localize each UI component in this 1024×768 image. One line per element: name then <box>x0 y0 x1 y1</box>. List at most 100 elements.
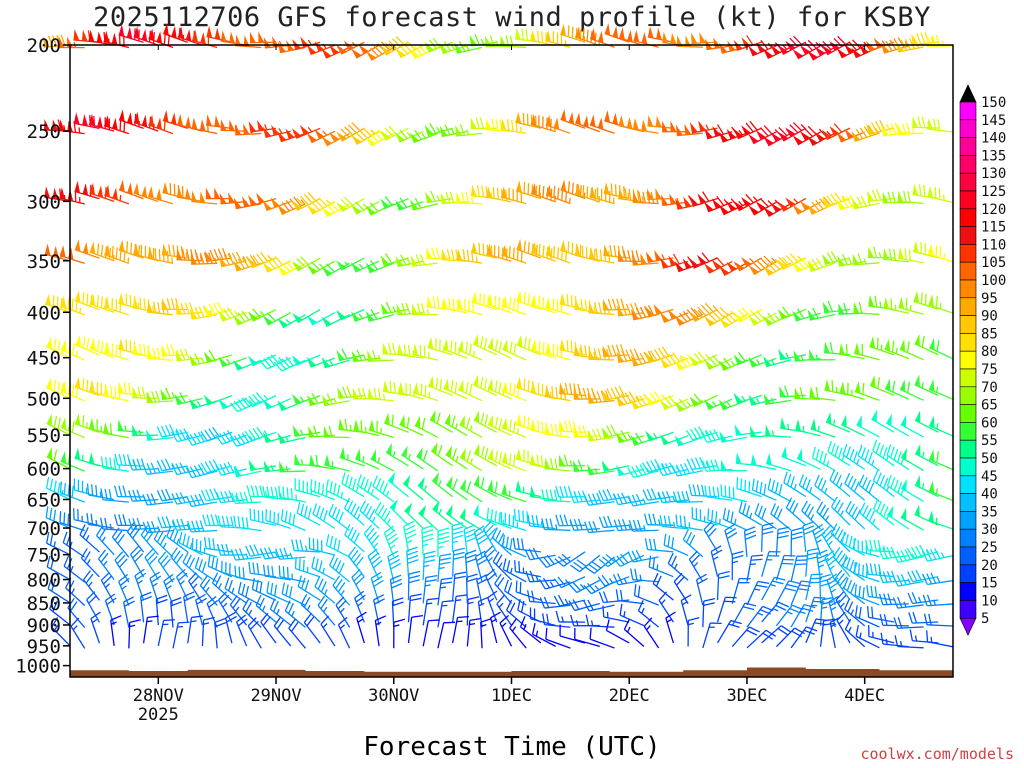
wind-barb <box>365 260 395 274</box>
colorbar-swatch <box>959 226 977 245</box>
wind-barb <box>367 387 394 402</box>
wind-barb <box>215 490 247 504</box>
wind-barb <box>306 197 336 215</box>
wind-barb <box>900 478 924 503</box>
wind-barb <box>914 504 939 526</box>
wind-barb <box>429 409 453 433</box>
wind-barb <box>487 590 498 623</box>
wind-barb <box>775 526 790 556</box>
wind-barb <box>140 525 159 556</box>
wind-barb <box>458 379 483 402</box>
wind-barb <box>146 429 174 441</box>
wind-barb <box>602 605 630 623</box>
colorbar-label: 90 <box>981 309 998 325</box>
wind-barb <box>879 614 909 627</box>
wind-barb <box>118 24 144 43</box>
wind-barb <box>720 484 748 503</box>
colorbar-swatch <box>959 439 977 459</box>
wind-barb <box>367 349 394 362</box>
wind-barb <box>188 572 204 604</box>
wind-barb <box>74 180 100 200</box>
wind-barb <box>733 257 763 272</box>
wind-barb <box>892 549 924 563</box>
wind-barb <box>456 191 483 205</box>
wind-barb <box>306 356 336 368</box>
wind-barb <box>775 604 804 627</box>
colorbar-swatch <box>959 475 977 494</box>
wind-barb <box>900 507 924 531</box>
wind-barb <box>224 577 247 604</box>
x-tick-sublabel: 2025 <box>138 705 179 725</box>
wind-barb <box>792 39 821 60</box>
wind-barb <box>627 493 659 507</box>
wind-barb <box>351 568 365 601</box>
wind-barb <box>296 501 321 526</box>
wind-barb <box>619 603 645 627</box>
wind-barb <box>157 619 175 647</box>
colorbar-swatch <box>959 546 977 566</box>
wind-barb <box>403 520 417 553</box>
wind-barb <box>75 334 100 356</box>
wind-barb <box>407 593 422 623</box>
y-tick-label: 600 <box>27 459 61 481</box>
wind-barb <box>162 181 188 200</box>
wind-barb <box>886 474 910 501</box>
wind-barb <box>836 128 865 143</box>
wind-barb <box>384 412 409 433</box>
wind-barb <box>59 511 85 532</box>
wind-barb <box>584 556 615 574</box>
wind-barb <box>88 113 115 132</box>
wind-barb <box>530 242 556 262</box>
wind-barb <box>365 202 395 216</box>
wind-barb <box>777 253 807 271</box>
wind-barb <box>312 503 336 529</box>
wind-barb <box>186 493 218 508</box>
wind-barb <box>675 514 703 531</box>
wind-barb <box>483 545 498 578</box>
wind-barb <box>247 308 277 322</box>
colorbar-label: 125 <box>981 184 1006 200</box>
wind-barb <box>913 290 939 310</box>
wind-barb <box>262 564 291 581</box>
wind-barb <box>531 623 556 647</box>
wind-barb <box>686 426 718 441</box>
wind-barb <box>262 431 291 444</box>
wind-barb <box>382 342 409 356</box>
x-tick-label: 29NOV <box>250 686 301 706</box>
wind-barb <box>161 243 188 259</box>
wind-barb <box>422 597 439 626</box>
wind-barb <box>539 596 571 609</box>
wind-barb <box>175 348 203 362</box>
wind-barb <box>485 568 498 601</box>
wind-barb <box>451 594 468 623</box>
wind-barb <box>214 617 227 649</box>
wind-barb <box>761 601 790 623</box>
wind-barb <box>89 241 115 262</box>
source-credit[interactable]: coolwx.com/models <box>860 745 1014 763</box>
wind-barb <box>718 198 748 216</box>
wind-barb <box>633 584 659 606</box>
wind-barb <box>529 485 556 501</box>
wind-barb <box>880 632 909 648</box>
wind-barb <box>395 41 424 59</box>
wind-barb <box>233 466 262 478</box>
wind-barb <box>309 454 335 470</box>
wind-barb <box>163 23 188 43</box>
terrain-surface <box>70 667 953 677</box>
wind-barb <box>801 500 822 530</box>
wind-barb <box>512 537 542 553</box>
wind-barb <box>455 124 483 137</box>
colorbar-swatch <box>959 457 977 477</box>
wind-barb <box>691 507 718 526</box>
wind-barb <box>735 452 762 467</box>
wind-barb <box>645 250 674 263</box>
colorbar-label: 140 <box>981 131 1006 147</box>
wind-barb <box>589 114 615 134</box>
colorbar-label: 65 <box>981 398 998 414</box>
wind-barb <box>743 526 757 557</box>
wind-barb <box>583 599 615 612</box>
colorbar-swatch <box>959 119 977 138</box>
wind-barb <box>233 515 262 532</box>
wind-barb <box>501 451 527 472</box>
wind-barb <box>291 354 321 366</box>
